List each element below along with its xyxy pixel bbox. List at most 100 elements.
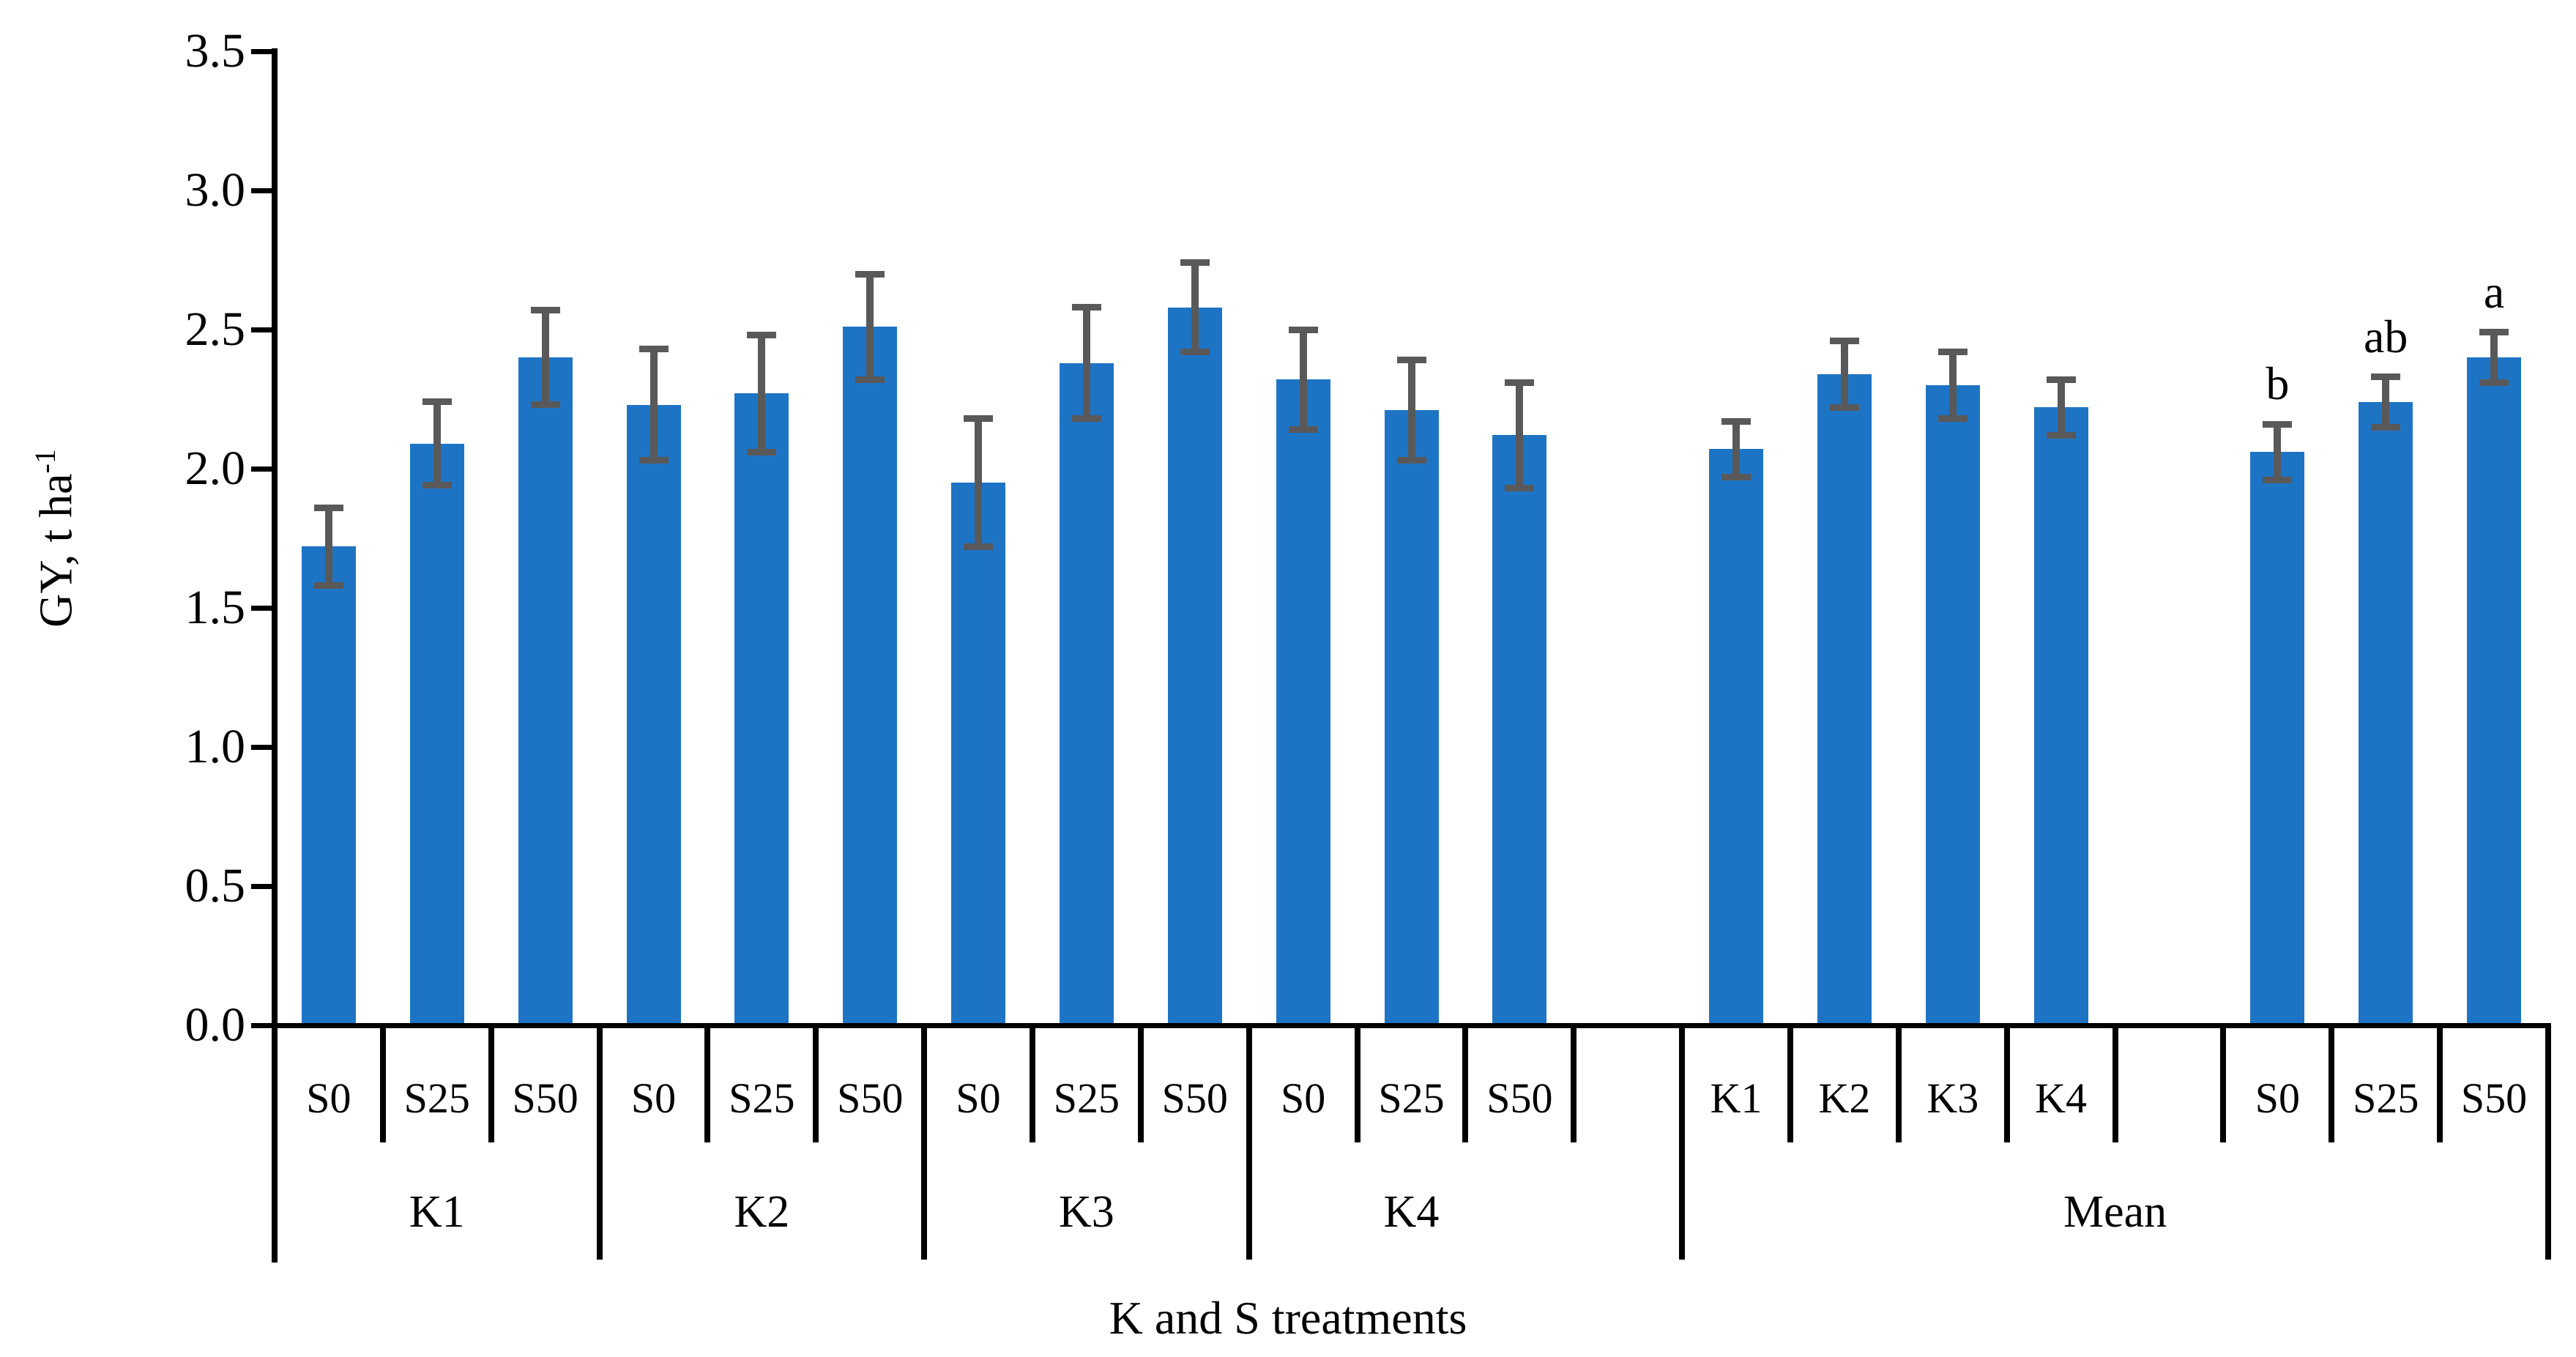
error-bar-stem (541, 310, 549, 405)
error-bar-stem (1948, 352, 1957, 419)
cell-separator-line (1895, 1025, 1902, 1142)
y-tick-mark (251, 883, 272, 889)
error-bar-stem (649, 349, 658, 461)
error-bar-stem (324, 508, 332, 586)
x-cell-label-S0: S0 (2255, 1074, 2300, 1122)
y-tick-label: 0.0 (185, 998, 246, 1052)
x-cell-label-S25: S25 (1378, 1074, 1445, 1122)
error-bar-stem (1191, 262, 1199, 352)
error-bar-cap-bottom (1721, 473, 1752, 480)
y-tick-label: 1.0 (185, 720, 246, 773)
error-bar-cap-bottom (1829, 404, 1859, 411)
bar-Mean-K2 (1817, 373, 1872, 1025)
bar-K4-S25 (1384, 410, 1439, 1025)
bar-K1-S50 (518, 357, 573, 1025)
significance-letter: a (2483, 265, 2505, 318)
error-bar-cap-top (639, 346, 669, 353)
error-bar-stem (758, 335, 766, 453)
error-bar-stem (866, 274, 874, 380)
y-tick-mark (251, 48, 272, 54)
error-bar-cap-bottom (2479, 379, 2509, 386)
x-cell-label-K2: K2 (1818, 1074, 1871, 1122)
x-group-label-K2: K2 (734, 1187, 790, 1237)
x-cell-label-K4: K4 (2035, 1074, 2088, 1122)
error-bar-cap-top (747, 332, 777, 339)
error-bar-cap-top (1505, 379, 1535, 386)
x-cell-label-S0: S0 (630, 1074, 677, 1122)
error-bar-cap-bottom (1937, 415, 1968, 423)
error-bar-stem (975, 418, 983, 547)
error-bar-cap-top (530, 306, 560, 313)
bar-Mean-K4 (2033, 407, 2088, 1025)
error-bar-cap-top (422, 398, 452, 406)
error-bar-cap-top (1288, 326, 1318, 333)
group-separator-line (596, 1025, 603, 1260)
error-bar-cap-top (313, 504, 343, 511)
cell-separator-line (2437, 1025, 2443, 1142)
x-cell-label-S25: S25 (729, 1074, 795, 1122)
bar-K3-S50 (1167, 307, 1222, 1025)
error-bar-stem (1407, 360, 1415, 461)
error-bar-cap-top (1937, 348, 1968, 355)
error-bar-cap-bottom (964, 543, 994, 550)
error-bar-cap-top (2371, 373, 2401, 381)
x-cell-label-S50: S50 (2460, 1074, 2528, 1122)
cell-separator-line (488, 1025, 494, 1142)
y-tick-mark (251, 605, 272, 611)
y-tick-label: 3.5 (185, 24, 246, 78)
bar-K2-S50 (843, 327, 898, 1025)
x-cell-label-S50: S50 (1486, 1074, 1553, 1122)
bar-Mean-S50 (2467, 357, 2522, 1025)
bar-Mean-K3 (1925, 385, 1980, 1025)
x-cell-label-S50: S50 (1161, 1074, 1228, 1122)
error-bar-cap-top (1180, 259, 1210, 267)
error-bar-stem (1840, 341, 1848, 408)
cell-separator-line (813, 1025, 819, 1142)
error-bar-stem (2490, 332, 2498, 383)
cell-separator-line (379, 1025, 386, 1142)
group-separator-line (1679, 1025, 1686, 1260)
y-tick-label: 2.0 (185, 442, 246, 495)
bar-K3-S25 (1059, 363, 1114, 1025)
error-bar-cap-bottom (2046, 431, 2076, 439)
y-tick-mark (251, 1022, 272, 1028)
error-bar-cap-bottom (855, 376, 885, 383)
error-bar-stem (2382, 376, 2390, 427)
cell-separator-line (704, 1025, 711, 1142)
y-tick-mark (251, 744, 272, 750)
x-cell-label-S0: S0 (306, 1074, 351, 1122)
error-bar-cap-bottom (1396, 457, 1426, 464)
y-tick-mark (251, 466, 272, 472)
error-bar-stem (1732, 421, 1741, 477)
x-axis-title: K and S treatments (1109, 1292, 1467, 1344)
error-bar-cap-bottom (1071, 415, 1101, 423)
error-bar-cap-bottom (1505, 485, 1535, 492)
x-group-label-K4: K4 (1383, 1187, 1440, 1237)
error-bar-cap-top (2479, 329, 2509, 336)
error-bar-stem (2057, 379, 2065, 436)
x-cell-label-S25: S25 (403, 1074, 470, 1122)
bar-K2-S25 (734, 393, 789, 1025)
x-cell-label-K3: K3 (1927, 1074, 1979, 1122)
cell-separator-line (1137, 1025, 1144, 1142)
error-bar-cap-top (2046, 376, 2076, 383)
x-cell-label-S25: S25 (2353, 1074, 2419, 1122)
error-bar-cap-bottom (530, 401, 560, 409)
cell-separator-line (1462, 1025, 1469, 1142)
x-cell-label-S0: S0 (956, 1074, 1001, 1122)
error-bar-stem (2274, 424, 2282, 480)
error-bar-cap-top (855, 270, 885, 278)
cell-separator-line (2220, 1025, 2227, 1142)
cell-separator-line (1787, 1025, 1793, 1142)
error-bar-cap-bottom (1180, 348, 1210, 355)
error-bar-stem (433, 401, 441, 486)
bar-Mean-S0 (2250, 452, 2305, 1025)
y-axis-line (272, 48, 278, 1263)
bar-K1-S0 (301, 546, 356, 1025)
error-bar-cap-bottom (422, 482, 452, 489)
x-group-label-Mean: Mean (2063, 1187, 2167, 1237)
y-tick-label: 1.5 (185, 581, 246, 634)
cell-separator-line (2003, 1025, 2010, 1142)
cell-separator-line (1030, 1025, 1035, 1142)
